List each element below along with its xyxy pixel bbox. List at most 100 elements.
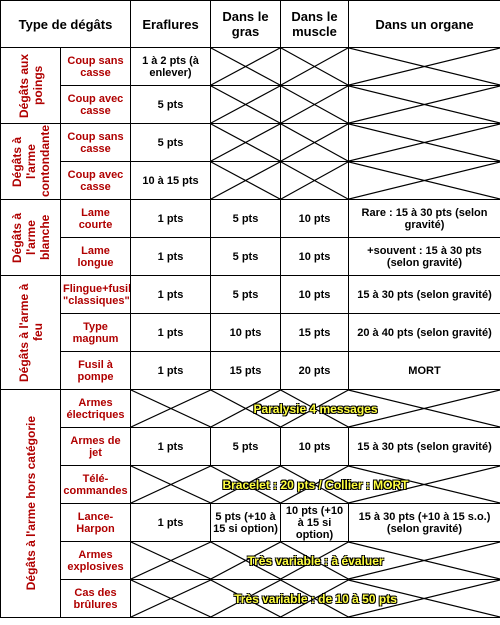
header-cell: Eraflures [130, 0, 211, 48]
table-row: Dégâts à l'arme blanche Lame courte 1 pts 5… [0, 199, 500, 276]
value-cell: 10 pts [280, 427, 349, 466]
value-cell: 1 pts [130, 275, 211, 314]
cross-line [349, 124, 500, 161]
value-cell: 1 pts [130, 351, 211, 390]
value-cell: 10 pts [210, 313, 281, 352]
cross-line [211, 162, 280, 199]
cross [281, 162, 348, 199]
cross-line [349, 162, 500, 199]
damage-type: Armes de jet [60, 427, 131, 466]
value-cell: 1 pts [130, 427, 211, 466]
note-cell: Paralysie 4 messages [130, 389, 500, 428]
crossed-cell [348, 123, 500, 162]
value-cell: 10 à 15 pts [130, 161, 211, 200]
table-row: Télé-commandes Bracelet : 20 pts / Collie… [1, 465, 500, 504]
cross-line [211, 466, 281, 503]
cross-line [131, 390, 211, 427]
header-cell: Dans le gras [210, 0, 281, 48]
value-cell: 5 pts [210, 199, 281, 238]
value-cell: 15 pts [210, 351, 281, 390]
cross [281, 124, 348, 161]
value-cell: 10 pts [280, 275, 349, 314]
cross-line [348, 580, 500, 617]
damage-type: Armes électriques [60, 389, 131, 428]
cross-line [281, 162, 348, 199]
table-row: Fusil à pompe 1 pts 15 pts 20 pts MORT [1, 351, 500, 390]
value-cell: 1 pts [130, 237, 211, 276]
crossed-cell [348, 161, 500, 200]
cross-line [281, 580, 349, 617]
damage-type: Armes explosives [60, 541, 131, 580]
group-label: Dégâts à l'arme contondante [9, 125, 52, 198]
table-row: Lance-Harpon 1 pts 5 pts (+10 à 15 si opti… [1, 503, 500, 542]
damage-type: Lame courte [60, 199, 131, 238]
cross-line [349, 48, 500, 85]
cross-line [348, 390, 500, 427]
note-cell: Très variable : à évaluer [130, 541, 500, 580]
value-cell: 10 pts (+10 à 15 si option) [280, 503, 349, 542]
value-cell: 5 pts [210, 275, 281, 314]
damage-type: Télé-commandes [60, 465, 131, 504]
group-cell: Dégâts à l'arme à feu [0, 275, 61, 390]
value-cell: 5 pts [210, 427, 281, 466]
note: Très variable : à évaluer [247, 553, 384, 568]
cross-line [131, 580, 211, 617]
table-row: Dégâts à l'arme contondante Coup sans cas… [0, 123, 500, 200]
cross [211, 86, 280, 123]
table-row: Coup avec casse 5 pts [1, 85, 500, 124]
cross-line [281, 466, 349, 503]
damage-type: Coup avec casse [60, 161, 131, 200]
cross [131, 580, 500, 617]
cross-line [211, 86, 280, 123]
value-cell: 1 pts [130, 199, 211, 238]
damage-type: Coup sans casse [60, 47, 131, 86]
cross-line [281, 542, 349, 579]
crossed-cell [348, 85, 500, 124]
cross-line [211, 48, 280, 85]
group-label: Dégâts aux poings [16, 53, 45, 118]
crossed-cell [210, 85, 281, 124]
value-cell: 1 pts [130, 503, 211, 542]
cross-line [281, 86, 348, 123]
damage-type: Lance-Harpon [60, 503, 131, 542]
cross [281, 48, 348, 85]
table-row: Dégâts aux poings Coup sans casse 1 à 2 pt… [0, 47, 500, 124]
cross [211, 48, 280, 85]
table-row: Dégâts à l'arme à feu Flingue+fusil "clas… [0, 275, 500, 390]
note-cell: Très variable : de 10 à 50 pts [130, 579, 500, 618]
table-row: Dégâts à l'arme hors catégorie Armes élec… [0, 389, 500, 618]
value-cell: MORT [348, 351, 500, 390]
cross [131, 542, 500, 579]
cross [211, 162, 280, 199]
note: Très variable : de 10 à 50 pts [234, 591, 397, 606]
cross-line [281, 124, 348, 161]
cross-line [348, 542, 500, 579]
table-row: Coup avec casse 10 à 15 pts [1, 161, 500, 200]
damage-type: Lame longue [60, 237, 131, 276]
value-cell: Rare : 15 à 30 pts (selon gravité) [348, 199, 500, 238]
crossed-cell [210, 47, 281, 86]
table-row: Cas des brûlures Très variable : de 10 à … [1, 579, 500, 618]
cross [211, 124, 280, 161]
crossed-cell [280, 123, 349, 162]
cross [281, 86, 348, 123]
value-cell: 5 pts [210, 237, 281, 276]
damage-type: Coup avec casse [60, 85, 131, 124]
cross-line [281, 48, 348, 85]
group-label: Dégâts à l'arme à feu [16, 283, 45, 382]
cross [349, 48, 500, 85]
table-row: Armes explosives Très variable : à évalue… [1, 541, 500, 580]
value-cell: 15 pts [280, 313, 349, 352]
header-row: Type de dégâts Eraflures Dans le gras Dans … [0, 0, 500, 48]
value-cell: 15 à 30 pts (selon gravité) [348, 427, 500, 466]
cross [131, 466, 500, 503]
damage-type: Coup sans casse [60, 123, 131, 162]
group-cell: Dégâts aux poings [0, 47, 61, 124]
crossed-cell [348, 47, 500, 86]
value-cell: 10 pts [280, 199, 349, 238]
value-cell: 1 pts [130, 313, 211, 352]
value-cell: 15 à 30 pts (selon gravité) [348, 275, 500, 314]
cross-line [131, 466, 211, 503]
crossed-cell [280, 85, 349, 124]
